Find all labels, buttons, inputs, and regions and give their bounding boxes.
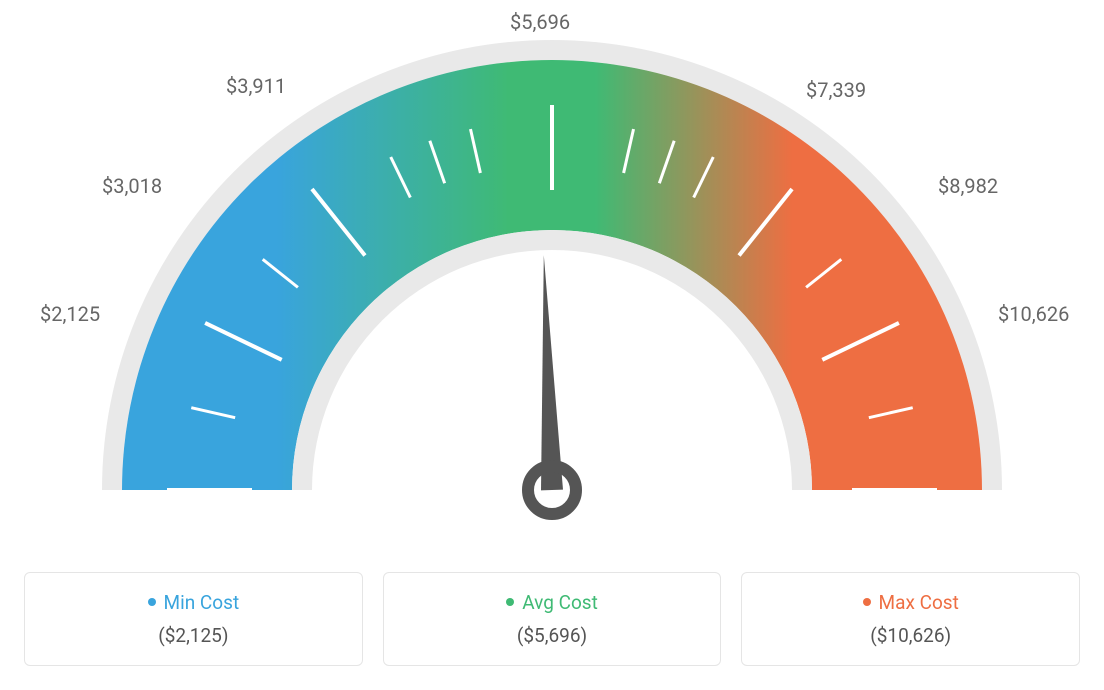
gauge-chart: $2,125 $3,018 $3,911 $5,696 $7,339 $8,982 $10,… xyxy=(0,0,1104,540)
gauge-tick-label: $10,626 xyxy=(998,302,1069,326)
legend-min-label: Min Cost xyxy=(164,591,240,614)
dot-icon xyxy=(506,598,514,606)
dot-icon xyxy=(863,598,871,606)
legend-max-value: ($10,626) xyxy=(742,624,1079,647)
legend-card-avg: Avg Cost ($5,696) xyxy=(383,572,722,666)
legend-avg-label: Avg Cost xyxy=(522,591,598,614)
legend-max-label: Max Cost xyxy=(879,591,959,614)
gauge-tick-label: $3,911 xyxy=(226,74,286,98)
legend-card-max: Max Cost ($10,626) xyxy=(741,572,1080,666)
legend-card-min: Min Cost ($2,125) xyxy=(24,572,363,666)
gauge-tick-label: $8,982 xyxy=(938,174,998,198)
legend-max-title: Max Cost xyxy=(742,591,1079,614)
legend-row: Min Cost ($2,125) Avg Cost ($5,696) Max … xyxy=(24,572,1080,666)
dot-icon xyxy=(148,598,156,606)
legend-min-title: Min Cost xyxy=(25,591,362,614)
gauge-tick-label: $2,125 xyxy=(40,302,100,326)
legend-avg-title: Avg Cost xyxy=(384,591,721,614)
legend-avg-value: ($5,696) xyxy=(384,624,721,647)
gauge-tick-label: $5,696 xyxy=(510,10,570,34)
gauge-tick-label: $3,018 xyxy=(102,174,162,198)
gauge-tick-label: $7,339 xyxy=(806,78,866,102)
legend-min-value: ($2,125) xyxy=(25,624,362,647)
gauge-svg xyxy=(52,20,1052,540)
